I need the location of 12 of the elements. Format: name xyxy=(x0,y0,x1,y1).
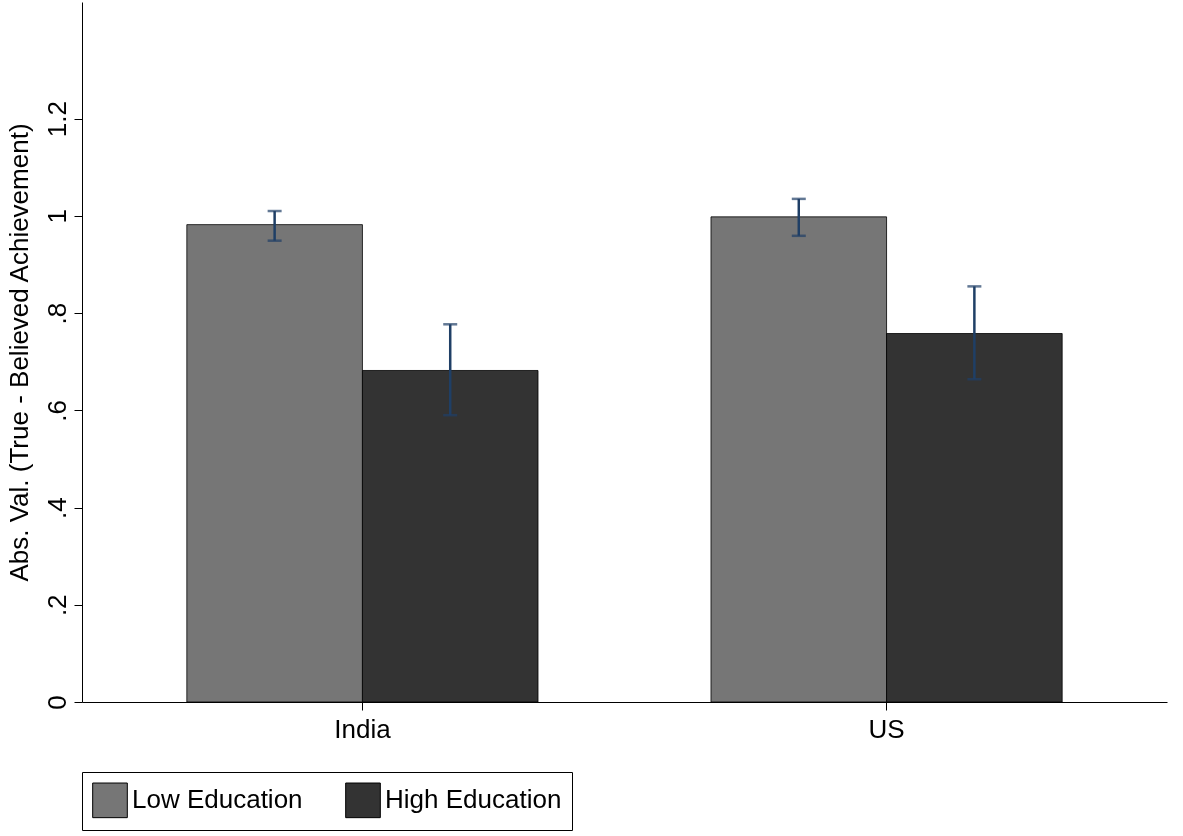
legend-label: Low Education xyxy=(132,784,303,815)
x-tick-label: India xyxy=(334,713,392,744)
y-tick-label: .2 xyxy=(41,594,72,617)
y-tick-label: .6 xyxy=(41,399,72,422)
y-tick-label: 0 xyxy=(41,695,72,710)
y-tick-label: 1.2 xyxy=(41,101,72,138)
y-tick-label: 1 xyxy=(41,209,72,224)
y-axis-title: Abs. Val. (True - Believed Achievement) xyxy=(3,123,34,582)
y-tick-label: .4 xyxy=(41,497,72,519)
x-tick-label: US xyxy=(868,713,905,744)
legend-label: High Education xyxy=(385,784,562,815)
y-tick-label: .8 xyxy=(41,302,72,325)
